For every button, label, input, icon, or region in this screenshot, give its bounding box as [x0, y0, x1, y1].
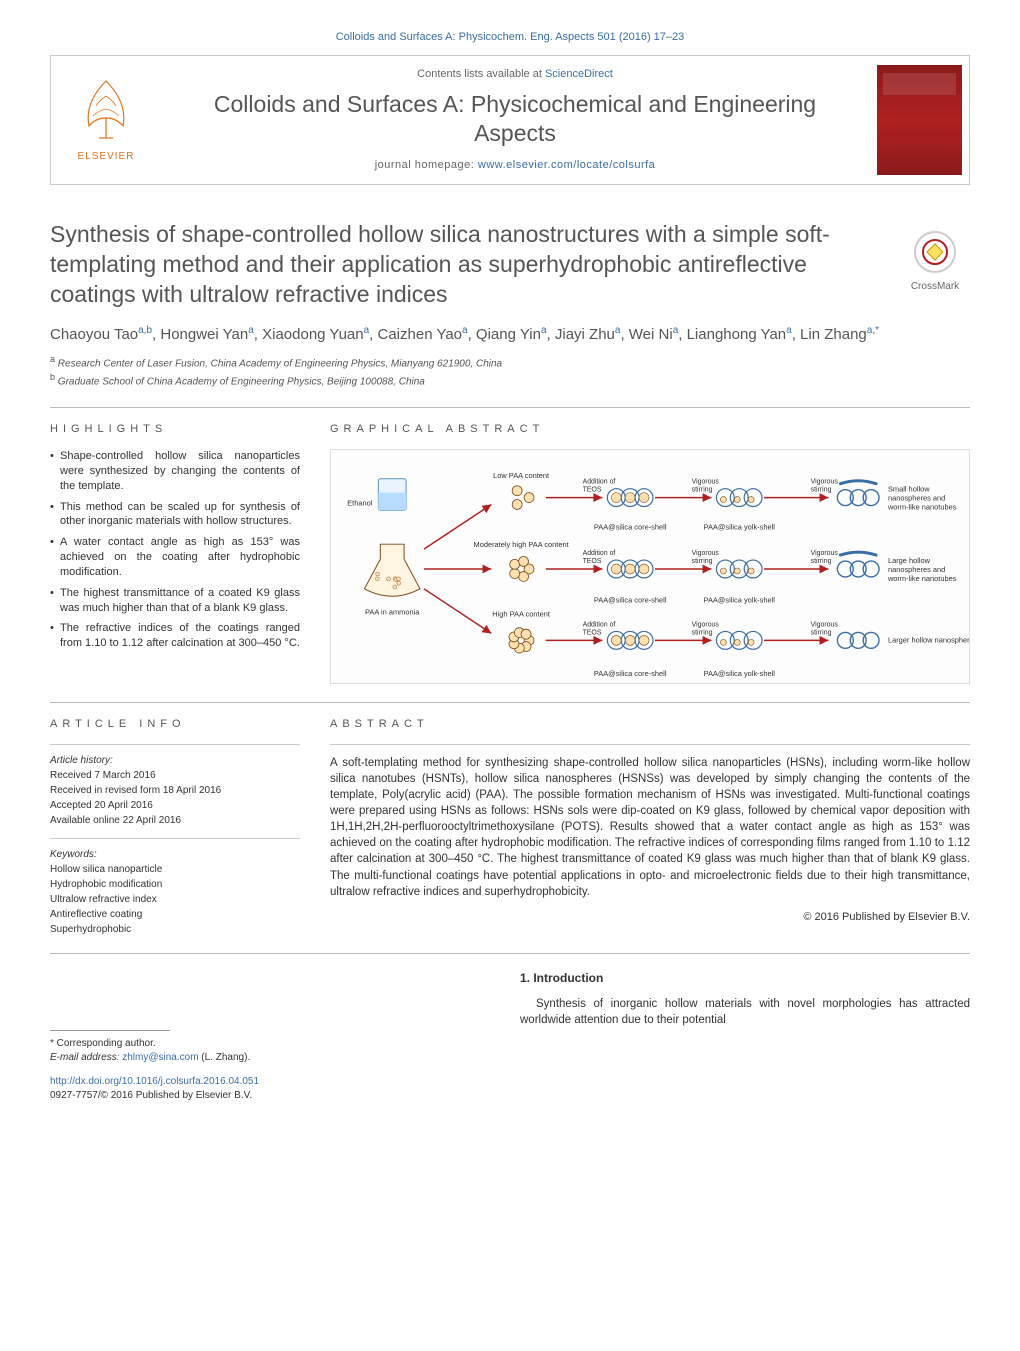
- affiliation: b Graduate School of China Academy of En…: [50, 371, 970, 389]
- accepted-date: Accepted 20 April 2016: [50, 798, 300, 813]
- highlight-item: The highest transmittance of a coated K9…: [50, 586, 300, 616]
- highlights-list: Shape-controlled hollow silica nanoparti…: [50, 449, 300, 651]
- svg-text:Low PAA content: Low PAA content: [493, 471, 549, 480]
- svg-text:Vigorousstirring: Vigorousstirring: [811, 479, 839, 494]
- keyword: Hollow silica nanoparticle: [50, 862, 300, 877]
- corresponding-label: * Corresponding author.: [50, 1037, 490, 1051]
- article-history-head: Article history:: [50, 753, 300, 768]
- svg-text:PAA@silica yolk-shell: PAA@silica yolk-shell: [704, 596, 776, 605]
- crossmark-icon: [913, 230, 957, 274]
- authors-line: Chaoyou Taoa,b, Hongwei Yana, Xiaodong Y…: [50, 324, 970, 345]
- svg-text:PAA@silica core-shell: PAA@silica core-shell: [594, 669, 667, 678]
- cover-image: [877, 65, 962, 175]
- svg-text:Ethanol: Ethanol: [347, 499, 373, 508]
- svg-text:PAA@silica yolk-shell: PAA@silica yolk-shell: [704, 522, 776, 531]
- rule: [330, 744, 970, 745]
- affiliation: a Research Center of Laser Fusion, China…: [50, 353, 970, 371]
- rule: [50, 702, 970, 703]
- keyword: Hydrophobic modification: [50, 877, 300, 892]
- corresponding-author-note: * Corresponding author. E-mail address: …: [50, 1037, 490, 1065]
- graphical-abstract-heading: GRAPHICAL ABSTRACT: [330, 422, 970, 437]
- svg-text:Vigorousstirring: Vigorousstirring: [692, 479, 720, 494]
- homepage-link[interactable]: www.elsevier.com/locate/colsurfa: [478, 159, 655, 171]
- svg-text:Large hollownanospheres andwor: Large hollownanospheres andworm-like nan…: [887, 556, 957, 583]
- sciencedirect-link[interactable]: ScienceDirect: [545, 68, 613, 80]
- svg-text:PAA@silica core-shell: PAA@silica core-shell: [594, 522, 667, 531]
- online-date: Available online 22 April 2016: [50, 813, 300, 828]
- svg-text:PAA@silica core-shell: PAA@silica core-shell: [594, 596, 667, 605]
- contents-available-line: Contents lists available at ScienceDirec…: [417, 67, 613, 82]
- graphical-abstract: PAA in ammonia Ethanol Low PAA content Mode…: [330, 449, 970, 684]
- abstract-text: A soft-templating method for synthesizin…: [330, 755, 970, 900]
- revised-date: Received in revised form 18 April 2016: [50, 783, 300, 798]
- keyword: Ultralow refractive index: [50, 892, 300, 907]
- homepage-prefix: journal homepage:: [375, 159, 478, 171]
- article-info: Article history: Received 7 March 2016 R…: [50, 753, 300, 937]
- svg-text:Moderately high PAA content: Moderately high PAA content: [474, 540, 569, 549]
- svg-text:PAA in ammonia: PAA in ammonia: [365, 608, 420, 617]
- affiliations: a Research Center of Laser Fusion, China…: [50, 353, 970, 390]
- email-suffix: (L. Zhang).: [199, 1052, 251, 1063]
- crossmark-label: CrossMark: [900, 280, 970, 294]
- highlight-item: Shape-controlled hollow silica nanoparti…: [50, 449, 300, 494]
- journal-cover-thumbnail: [869, 56, 969, 184]
- svg-text:Vigorousstirring: Vigorousstirring: [811, 550, 839, 565]
- svg-text:Larger hollow nanospheres: Larger hollow nanospheres: [888, 635, 969, 644]
- issn-copyright: 0927-7757/© 2016 Published by Elsevier B…: [50, 1090, 252, 1101]
- rule: [50, 838, 300, 839]
- article-info-heading: ARTICLE INFO: [50, 717, 300, 732]
- journal-header: ELSEVIER Contents lists available at Sci…: [50, 55, 970, 185]
- footnote-rule: [50, 1030, 170, 1031]
- svg-text:Vigorousstirring: Vigorousstirring: [811, 622, 839, 637]
- email-label: E-mail address:: [50, 1052, 122, 1063]
- intro-heading: 1. Introduction: [520, 970, 970, 986]
- doi-block: http://dx.doi.org/10.1016/j.colsurfa.201…: [50, 1075, 490, 1103]
- elsevier-wordmark: ELSEVIER: [78, 150, 135, 164]
- rule: [50, 744, 300, 745]
- highlights-heading: HIGHLIGHTS: [50, 422, 300, 437]
- keywords-head: Keywords:: [50, 847, 300, 862]
- email-link[interactable]: zhlmy@sina.com: [122, 1052, 198, 1063]
- doi-link[interactable]: http://dx.doi.org/10.1016/j.colsurfa.201…: [50, 1076, 259, 1087]
- crossmark-badge[interactable]: CrossMark: [900, 230, 970, 294]
- svg-text:Vigorousstirring: Vigorousstirring: [692, 622, 720, 637]
- svg-text:Vigorousstirring: Vigorousstirring: [692, 550, 720, 565]
- intro-text: Synthesis of inorganic hollow materials …: [520, 996, 970, 1028]
- journal-name: Colloids and Surfaces A: Physicochemical…: [171, 90, 859, 148]
- elsevier-logo: ELSEVIER: [51, 56, 161, 184]
- contents-prefix: Contents lists available at: [417, 68, 545, 80]
- citation-line: Colloids and Surfaces A: Physicochem. En…: [50, 30, 970, 45]
- copyright-line: © 2016 Published by Elsevier B.V.: [330, 910, 970, 925]
- homepage-line: journal homepage: www.elsevier.com/locat…: [375, 158, 656, 173]
- svg-text:High PAA content: High PAA content: [492, 610, 550, 619]
- abstract-heading: ABSTRACT: [330, 717, 970, 732]
- highlight-item: The refractive indices of the coatings r…: [50, 621, 300, 651]
- rule: [50, 953, 970, 954]
- keyword: Antireflective coating: [50, 907, 300, 922]
- highlight-item: This method can be scaled up for synthes…: [50, 500, 300, 530]
- rule: [50, 407, 970, 408]
- keyword: Superhydrophobic: [50, 922, 300, 937]
- tree-icon: [71, 76, 141, 146]
- highlight-item: A water contact angle as high as 153° wa…: [50, 535, 300, 580]
- svg-text:PAA@silica yolk-shell: PAA@silica yolk-shell: [704, 669, 776, 678]
- svg-text:Small hollownanospheres andwor: Small hollownanospheres andworm-like nan…: [887, 485, 957, 512]
- article-title: Synthesis of shape-controlled hollow sil…: [50, 220, 970, 310]
- header-center: Contents lists available at ScienceDirec…: [161, 56, 869, 184]
- received-date: Received 7 March 2016: [50, 768, 300, 783]
